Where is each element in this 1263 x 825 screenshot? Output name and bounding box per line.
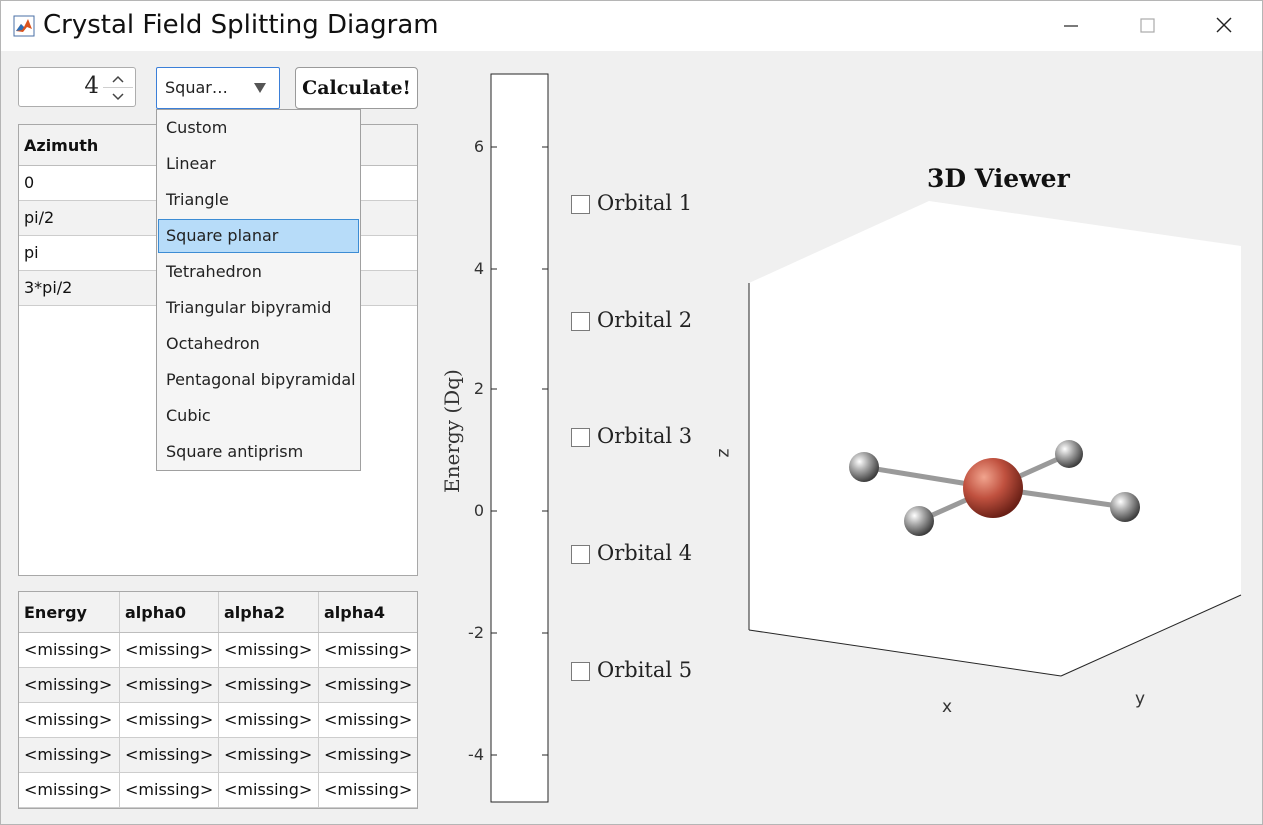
ligand-sphere <box>849 452 879 482</box>
close-icon <box>1216 17 1232 33</box>
ligand-sphere <box>904 506 934 536</box>
energy-header[interactable]: Energy <box>24 603 87 622</box>
orbital-3-checkbox[interactable] <box>571 428 590 447</box>
table-cell[interactable]: 0 <box>24 173 35 192</box>
table-row[interactable]: <missing> <missing> <missing> <missing> <box>19 738 417 773</box>
geometry-dropdown-list[interactable]: Custom Linear Triangle Square planar Tet… <box>156 109 361 471</box>
energy-tick-label: -2 <box>468 623 484 642</box>
energy-axes <box>490 73 549 803</box>
maximize-button[interactable] <box>1109 1 1185 51</box>
table-row[interactable]: <missing> <missing> <missing> <missing> <box>19 668 417 703</box>
main-content: 4 Squar… Calculate! Azimuth <box>1 51 1262 824</box>
orbital-1-label[interactable]: Orbital 1 <box>597 191 693 215</box>
table-row[interactable]: <missing> <missing> <missing> <missing> <box>19 773 417 808</box>
ligand-count-value[interactable]: 4 <box>84 73 99 99</box>
table-cell[interactable]: <missing> <box>218 773 318 807</box>
viewer-box-fill <box>749 201 1241 676</box>
table-cell[interactable]: <missing> <box>119 773 218 807</box>
table-cell[interactable]: pi/2 <box>24 208 55 227</box>
table-cell[interactable]: <missing> <box>24 640 113 659</box>
table-row[interactable]: <missing> <missing> <missing> <missing> <box>19 703 417 738</box>
maximize-icon <box>1140 18 1155 33</box>
geometry-option-triangular-bipyramid[interactable]: Triangular bipyramid <box>166 298 332 317</box>
ligand-sphere <box>1110 492 1140 522</box>
geometry-option-pentagonal-bipyramidal[interactable]: Pentagonal bipyramidal <box>166 370 356 389</box>
table-cell[interactable]: <missing> <box>24 780 113 799</box>
orbital-2-checkbox[interactable] <box>571 312 590 331</box>
geometry-option-octahedron[interactable]: Octahedron <box>166 334 260 353</box>
geometry-selected-value: Squar… <box>165 78 228 97</box>
energy-tick-label: 4 <box>473 259 484 278</box>
alpha2-header[interactable]: alpha2 <box>218 592 318 632</box>
table-cell[interactable]: <missing> <box>218 703 318 737</box>
window-title: Crystal Field Splitting Diagram <box>43 10 439 40</box>
table-cell[interactable]: <missing> <box>218 738 318 772</box>
x-axis-label: x <box>942 697 953 717</box>
dropdown-arrow-icon <box>254 83 266 93</box>
alpha4-header[interactable]: alpha4 <box>318 592 417 632</box>
orbital-4-label[interactable]: Orbital 4 <box>597 541 693 565</box>
energy-tick-label: -4 <box>468 745 484 764</box>
alpha0-header[interactable]: alpha0 <box>119 592 218 632</box>
metal-center-sphere <box>963 458 1023 518</box>
table-cell[interactable]: <missing> <box>318 738 417 772</box>
orbital-5-checkbox[interactable] <box>571 662 590 681</box>
viewer-title: 3D Viewer <box>927 164 1070 193</box>
energy-tick-label: 0 <box>473 501 484 520</box>
spinner-up-button[interactable] <box>103 70 133 88</box>
geometry-option-custom[interactable]: Custom <box>166 118 228 137</box>
minimize-icon <box>1064 25 1078 27</box>
table-cell[interactable]: <missing> <box>318 633 417 667</box>
energy-tick-label: 2 <box>473 379 484 398</box>
table-cell[interactable]: <missing> <box>119 703 218 737</box>
geometry-option-square-antiprism[interactable]: Square antiprism <box>166 442 304 461</box>
chevron-down-icon <box>112 93 124 101</box>
chevron-up-icon <box>112 75 124 83</box>
table-cell[interactable]: <missing> <box>24 745 113 764</box>
table-cell[interactable]: <missing> <box>318 773 417 807</box>
energy-axis-label: Energy (Dq) <box>440 369 464 493</box>
y-axis-label: y <box>1135 689 1146 709</box>
table-cell[interactable]: <missing> <box>119 738 218 772</box>
close-button[interactable] <box>1186 1 1262 51</box>
ligand-count-spinner[interactable]: 4 <box>18 67 136 107</box>
spinner-down-button[interactable] <box>103 88 133 105</box>
energy-table[interactable]: Energy alpha0 alpha2 alpha4 <missing> <m… <box>18 591 418 809</box>
table-cell[interactable]: <missing> <box>318 668 417 702</box>
table-cell[interactable]: <missing> <box>218 668 318 702</box>
viewer-box-lines <box>748 283 1242 677</box>
table-cell[interactable]: <missing> <box>119 633 218 667</box>
geometry-dropdown[interactable]: Squar… <box>156 67 280 109</box>
table-cell[interactable]: 3*pi/2 <box>24 278 73 297</box>
z-axis-label: z <box>713 448 734 458</box>
orbital-2-label[interactable]: Orbital 2 <box>597 308 693 332</box>
table-row[interactable]: <missing> <missing> <missing> <missing> <box>19 633 417 668</box>
geometry-option-tetrahedron[interactable]: Tetrahedron <box>166 262 262 281</box>
geometry-option-cubic[interactable]: Cubic <box>166 406 211 425</box>
orbital-1-checkbox[interactable] <box>571 195 590 214</box>
table-cell[interactable]: <missing> <box>318 703 417 737</box>
table-header-row: Energy alpha0 alpha2 alpha4 <box>19 592 417 633</box>
minimize-button[interactable] <box>1033 1 1109 51</box>
table-cell[interactable]: <missing> <box>119 668 218 702</box>
table-cell[interactable]: pi <box>24 243 39 262</box>
table-cell[interactable]: <missing> <box>24 710 113 729</box>
orbital-4-checkbox[interactable] <box>571 545 590 564</box>
3d-viewer-axes[interactable] <box>701 191 1261 691</box>
table-cell[interactable]: <missing> <box>218 633 318 667</box>
orbital-5-label[interactable]: Orbital 5 <box>597 658 693 682</box>
geometry-option-triangle[interactable]: Triangle <box>166 190 229 209</box>
energy-tick-label: 6 <box>473 137 484 156</box>
orbital-3-label[interactable]: Orbital 3 <box>597 424 693 448</box>
table-cell[interactable]: <missing> <box>24 675 113 694</box>
matlab-icon <box>13 15 35 37</box>
geometry-option-linear[interactable]: Linear <box>166 154 216 173</box>
ligand-sphere <box>1055 440 1083 468</box>
calculate-button[interactable]: Calculate! <box>295 67 418 109</box>
geometry-option-square-planar[interactable]: Square planar <box>158 219 359 253</box>
azimuth-header[interactable]: Azimuth <box>24 136 99 155</box>
title-bar: Crystal Field Splitting Diagram <box>1 1 1262 51</box>
